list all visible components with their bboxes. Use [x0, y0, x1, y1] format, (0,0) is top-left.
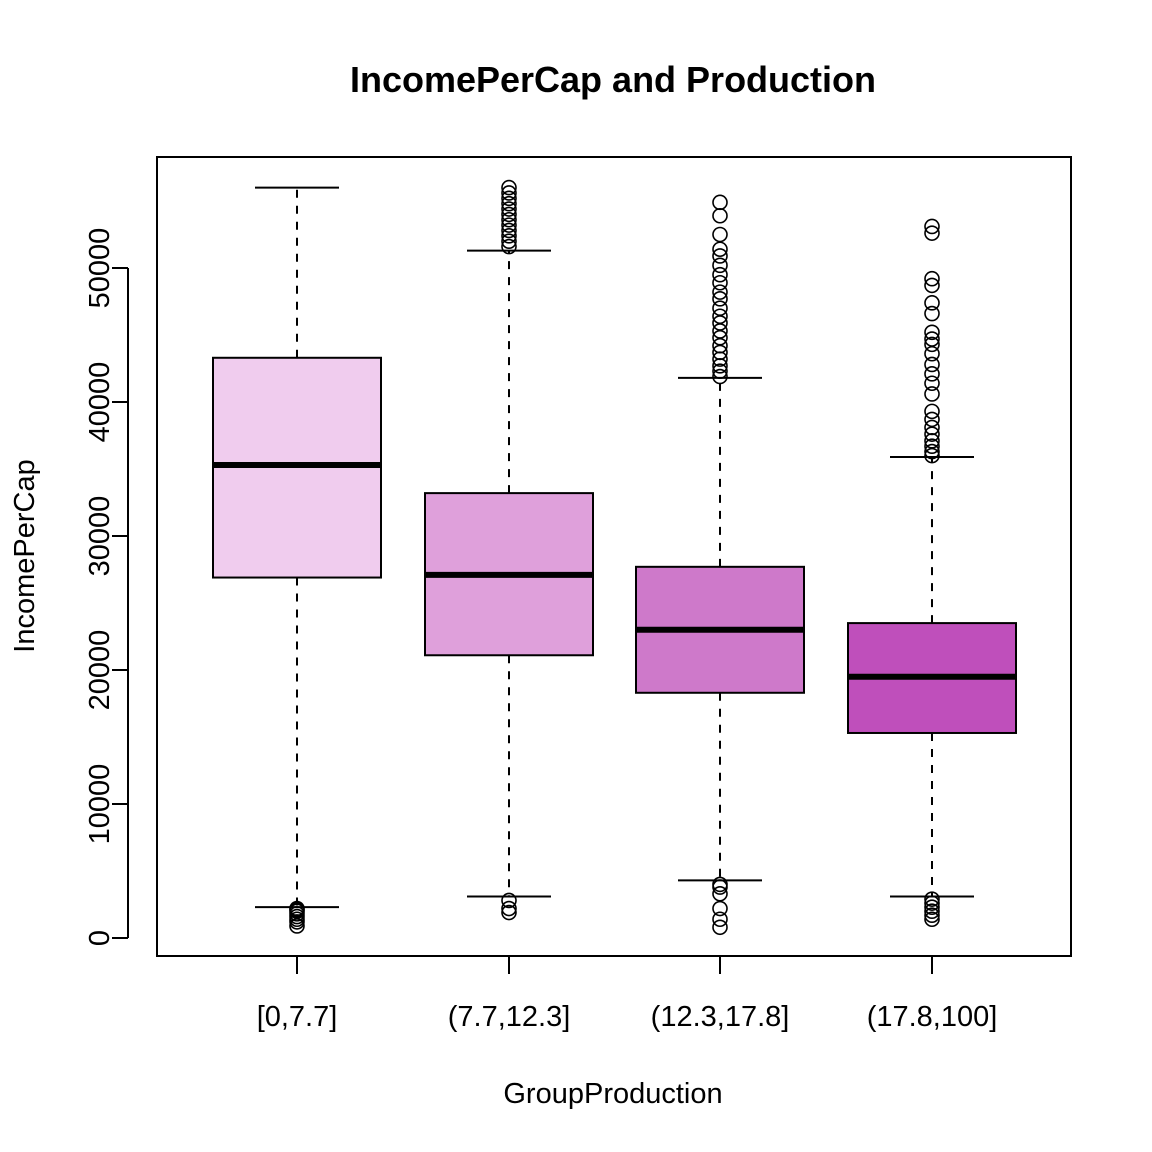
outlier-point — [501, 185, 517, 201]
outlier-point — [712, 194, 728, 211]
outlier-point — [501, 195, 517, 212]
plot-frame — [156, 156, 1072, 957]
outlier-point — [501, 206, 517, 223]
outlier-point — [924, 386, 940, 402]
y-tick-label: 40000 — [84, 362, 116, 443]
x-tick-label: (7.7,12.3] — [448, 1001, 571, 1033]
outlier-point — [924, 366, 940, 382]
box-group — [212, 186, 382, 934]
y-tick-label: 20000 — [84, 630, 116, 711]
x-tick-label: [0,7.7] — [257, 1001, 338, 1033]
y-tick-label: 0 — [84, 930, 116, 946]
outlier-point — [712, 876, 728, 893]
outlier-point — [712, 919, 728, 936]
outlier-point — [924, 225, 940, 241]
y-tick-label: 10000 — [84, 764, 116, 845]
outlier-point — [924, 903, 940, 920]
outlier-point — [924, 899, 940, 915]
x-tick-label: (17.8,100] — [867, 1001, 998, 1033]
outlier-point — [712, 911, 728, 928]
outlier-point — [289, 900, 305, 917]
outlier-point — [712, 291, 728, 307]
outlier-point — [924, 218, 940, 235]
outlier-point — [712, 274, 728, 291]
box-group — [424, 179, 594, 921]
outlier-point — [924, 891, 940, 907]
x-tick-label: (12.3,17.8] — [651, 1001, 790, 1033]
outlier-point — [501, 217, 517, 233]
outlier-point — [712, 308, 728, 325]
outlier-point — [712, 300, 728, 317]
outlier-point — [924, 438, 940, 455]
plot-layer: 0 10000 20000 30000 40000 50000 [0,7.7] (7.7,12… — [84, 179, 1017, 1033]
y-axis-label: IncomePerCap — [9, 459, 41, 652]
outlier-point — [712, 248, 728, 264]
y-tick-label: 30000 — [84, 496, 116, 577]
outlier-point — [501, 892, 517, 909]
outlier-point — [924, 443, 940, 460]
outlier-point — [712, 266, 728, 283]
x-axis: [0,7.7] (7.7,12.3] (12.3,17.8] (17.8,100] — [257, 956, 998, 1033]
outlier-point — [712, 363, 728, 379]
outlier-point — [924, 324, 940, 341]
outlier-point — [924, 277, 940, 294]
outlier-point — [501, 233, 517, 249]
outlier-point — [924, 356, 940, 373]
outlier-point — [924, 403, 940, 420]
outlier-point — [924, 419, 940, 436]
box-group — [635, 194, 805, 936]
outlier-point — [501, 179, 517, 196]
outlier-point — [924, 895, 940, 911]
outlier-point — [712, 368, 728, 385]
x-axis-label: GroupProduction — [503, 1078, 722, 1110]
outlier-point — [712, 257, 728, 274]
outlier-point — [501, 900, 517, 917]
outlier-point — [924, 907, 940, 924]
y-axis: 0 10000 20000 30000 40000 50000 — [84, 228, 129, 946]
outlier-point — [924, 911, 940, 928]
outlier-point — [712, 885, 728, 902]
outlier-point — [712, 284, 728, 300]
outlier-point — [501, 190, 517, 207]
outlier-point — [501, 201, 517, 217]
outlier-point — [924, 375, 940, 392]
outlier-point — [501, 238, 517, 255]
outlier-point — [924, 411, 940, 428]
outlier-point — [924, 270, 940, 287]
outlier-point — [501, 904, 517, 921]
outlier-point — [924, 336, 940, 353]
outlier-point — [501, 211, 517, 228]
outlier-point — [501, 222, 517, 239]
outlier-point — [712, 226, 728, 243]
outlier-point — [924, 295, 940, 311]
chart-title: IncomePerCap and Production — [350, 59, 876, 100]
y-tick-label: 50000 — [84, 228, 116, 309]
outlier-point — [501, 228, 517, 244]
outlier-point — [924, 331, 940, 347]
box-group — [847, 218, 1017, 928]
outlier-point — [924, 305, 940, 322]
